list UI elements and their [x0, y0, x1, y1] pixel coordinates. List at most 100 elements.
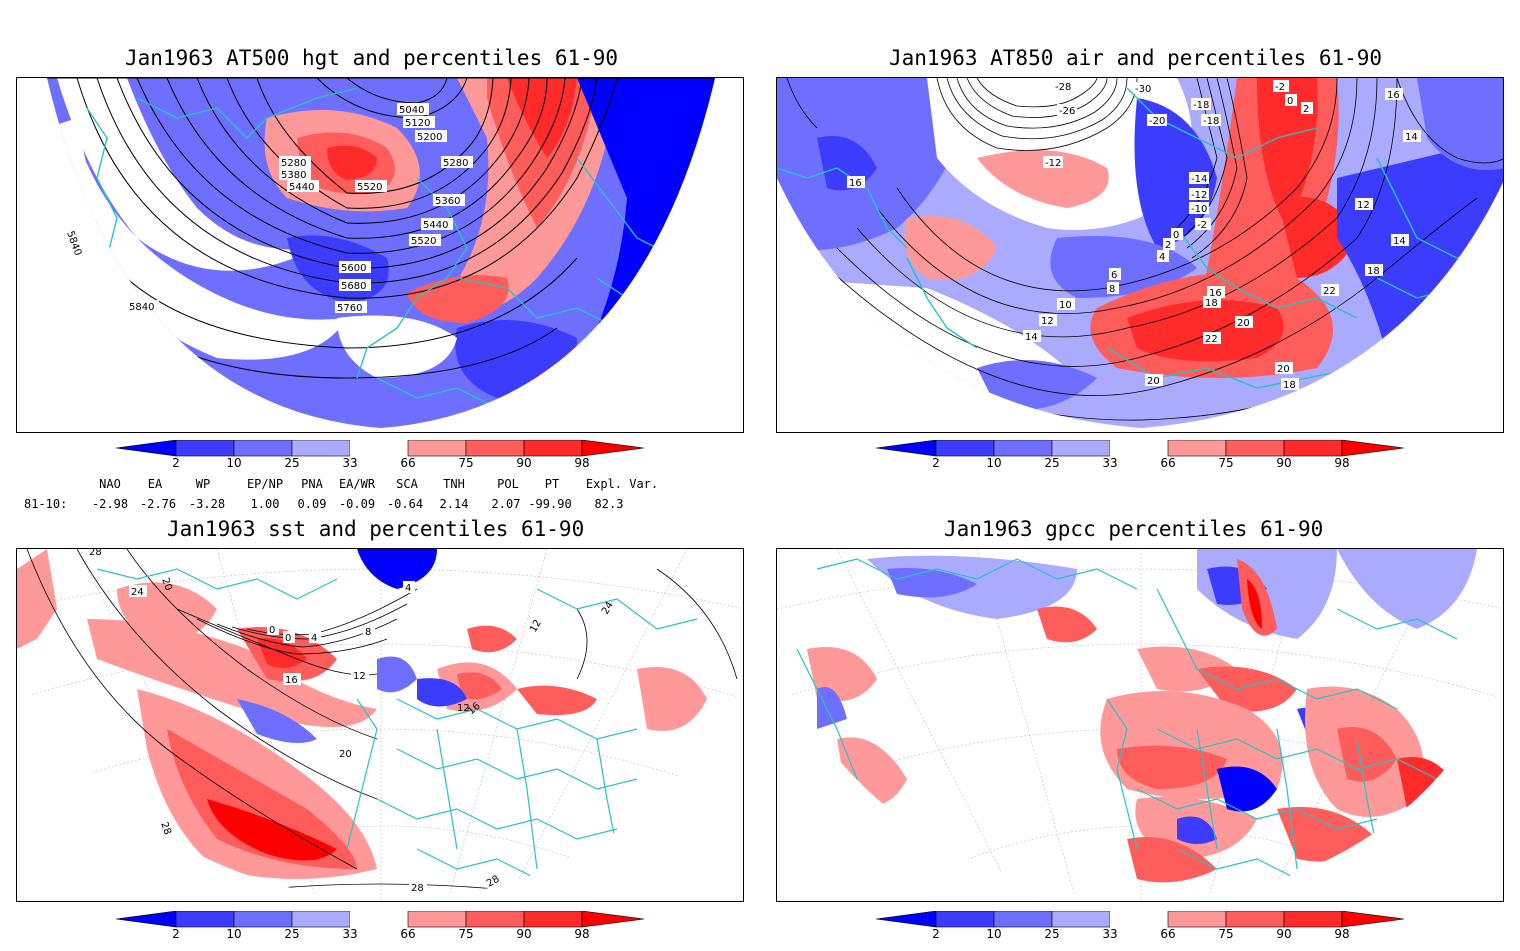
index-header: EP/NP	[246, 477, 284, 491]
map-panel-gpcc	[776, 548, 1504, 902]
colorbar-tick: 25	[284, 927, 300, 941]
contour-label: 20	[159, 577, 174, 593]
index-header: Expl. Var.	[585, 477, 659, 491]
index-value: 2.14	[439, 497, 469, 511]
panel-title-air850: Jan1963 AT850 air and percentiles 61-90	[889, 46, 1383, 70]
colorbar-tick: 33	[1102, 927, 1118, 941]
colorbar-tick: 10	[986, 456, 1002, 470]
colorbar-tick: 2	[172, 927, 180, 941]
contour-label: 18	[1205, 298, 1218, 309]
colorbar-tick: 75	[1218, 456, 1234, 470]
contour-label: 5380	[281, 170, 306, 181]
colorbar-tick: 66	[1160, 456, 1176, 470]
colorbar-hgt500: 2 10 25 33 66 75 90 98	[116, 440, 644, 480]
index-value: -0.64	[386, 497, 424, 511]
map-hgt500-canvas: 5040 5120 5200 5280 5380 5440 5520 5280 …	[47, 78, 715, 428]
contour-label: -12	[1045, 158, 1061, 169]
contour-label: -18	[1203, 116, 1219, 127]
colorbar-tick: 90	[1276, 927, 1292, 941]
index-value: -2.98	[91, 497, 129, 511]
map-panel-sst: 28 24 20 0 0 4 8 4 12 16 12 16 20 28 28 …	[16, 548, 744, 902]
contour-label: 2	[1303, 104, 1309, 115]
colorbar-sst: 2 10 25 33 66 75 90 98	[116, 911, 644, 951]
contour-label: 0	[1287, 96, 1293, 107]
map-panel-hgt500: 5040 5120 5200 5280 5380 5440 5520 5280 …	[16, 77, 744, 433]
contour-label: 5840	[129, 302, 154, 313]
panel-title-hgt500: Jan1963 AT500 hgt and percentiles 61-90	[125, 46, 619, 70]
contour-label: 8	[365, 627, 371, 638]
indices-header-row: NAO EA WP EP/NP PNA EA/WR SCA TNH POL PT…	[0, 477, 760, 493]
contour-label: 5520	[411, 236, 436, 247]
panel-title-sst: Jan1963 sst and percentiles 61-90	[167, 517, 585, 541]
contour-label: 2	[1165, 240, 1171, 251]
colorbar-tick: 2	[932, 456, 940, 470]
contour-label: 5840	[64, 230, 83, 258]
contour-label: 14	[1405, 132, 1418, 143]
contour-label-group: -28 -30 -26 -20 -18 -18 -2 0 2 16 14 16 …	[847, 80, 1421, 391]
contour-label: 20	[1277, 364, 1290, 375]
colorbar-tick: 66	[400, 456, 416, 470]
contour-label: 5520	[357, 182, 382, 193]
colorbar-tick: 66	[1160, 927, 1176, 941]
contour-label: 28	[158, 821, 173, 837]
map-panel-air850: -28 -30 -26 -20 -18 -18 -2 0 2 16 14 16 …	[776, 77, 1504, 433]
index-header: EA	[147, 477, 163, 491]
contour-label: 16	[849, 178, 862, 189]
index-header: SCA	[396, 477, 418, 491]
index-value: 0.09	[297, 497, 327, 511]
colorbar-tick: 25	[1044, 927, 1060, 941]
index-row-label: 81-10:	[24, 497, 68, 511]
contour-label: 14	[1393, 236, 1406, 247]
colorbar-swatches	[116, 911, 644, 928]
index-header: POL	[497, 477, 519, 491]
colorbar-tick: 90	[516, 456, 532, 470]
colorbar-tick: 10	[226, 927, 242, 941]
map-sst-canvas: 28 24 20 0 0 4 8 4 12 16 12 16 20 28 28 …	[17, 549, 743, 901]
contour-label: 4	[311, 633, 317, 644]
index-header: PT	[544, 477, 560, 491]
colorbar-air850: 2 10 25 33 66 75 90 98	[876, 440, 1404, 480]
indices-value-row: 81-10: -2.98 -2.76 -3.28 1.00 0.09 -0.09…	[0, 497, 760, 513]
index-value: -99.90	[528, 497, 572, 511]
contour-label: -12	[1191, 190, 1207, 201]
contour-label: 16	[1387, 90, 1400, 101]
colorbar-tick: 10	[986, 927, 1002, 941]
contour-label: 5040	[399, 105, 424, 116]
contour-label: 5680	[341, 281, 366, 292]
contour-label: 28	[411, 883, 424, 894]
contour-label: 5600	[341, 263, 366, 274]
contour-label: 0	[1173, 230, 1179, 241]
contour-label: 12	[1357, 200, 1370, 211]
contour-label: -2	[1275, 82, 1285, 93]
index-value: 1.00	[250, 497, 280, 511]
contour-label: 12	[1041, 316, 1054, 327]
contour-label: 0	[285, 633, 291, 644]
contour-label: 4	[405, 583, 411, 594]
index-header: EA/WR	[338, 477, 376, 491]
contour-label: 20	[1147, 376, 1160, 387]
contour-label: -10	[1191, 204, 1207, 215]
colorbar-gpcc: 2 10 25 33 66 75 90 98	[876, 911, 1404, 951]
colorbar-swatches	[116, 440, 644, 457]
contour-label: -20	[1149, 116, 1165, 127]
contour-label: 16	[285, 675, 298, 686]
contour-label: -18	[1193, 100, 1209, 111]
colorbar-tick: 90	[516, 927, 532, 941]
contour-label: 28	[89, 549, 102, 558]
colorbar-tick: 98	[574, 456, 590, 470]
contour-label: 20	[339, 749, 352, 760]
colorbar-tick: 98	[1334, 927, 1350, 941]
contour-label: 20	[1237, 318, 1250, 329]
contour-label: 5120	[405, 118, 430, 129]
map-gpcc-canvas	[777, 549, 1503, 901]
contour-label: 22	[1323, 286, 1336, 297]
colorbar-tick: 25	[284, 456, 300, 470]
contour-label: 14	[1025, 332, 1038, 343]
colorbar-tick: 33	[342, 456, 358, 470]
colorbar-swatches	[876, 440, 1404, 457]
contour-label: 5280	[281, 158, 306, 169]
index-value: 2.07	[491, 497, 521, 511]
contour-label: 5440	[423, 220, 448, 231]
colorbar-tick: 66	[400, 927, 416, 941]
contour-label: 5200	[417, 132, 442, 143]
